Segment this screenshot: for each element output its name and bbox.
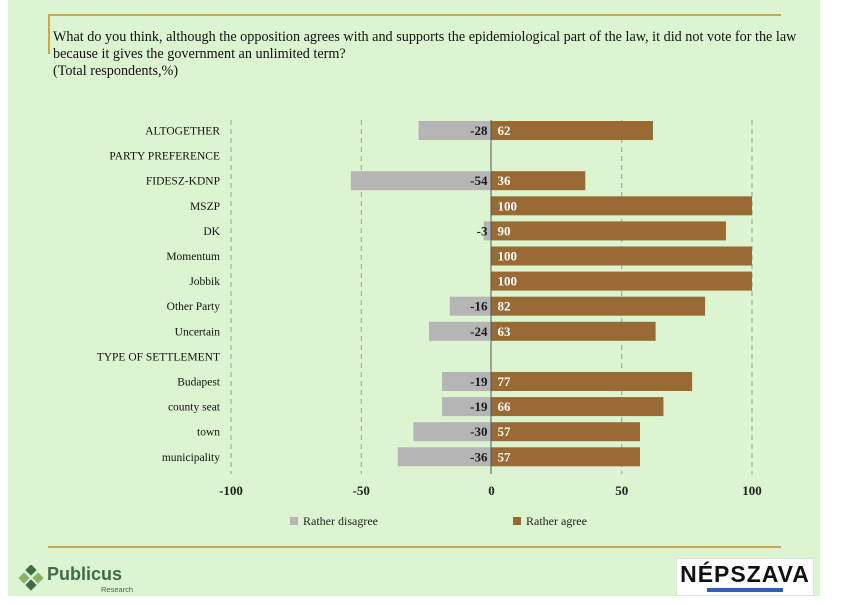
bar-disagree-county-seat bbox=[442, 397, 492, 417]
question-line-1: What do you think, although the oppositi… bbox=[53, 29, 797, 45]
bar-agree-dk bbox=[491, 221, 726, 241]
category-label-altogether: ALTOGETHER bbox=[145, 126, 220, 138]
value-label-disagree-fidesz-kdnp: -54 bbox=[470, 173, 488, 188]
nepszava-logo-name: NÉPSZAVA bbox=[680, 561, 810, 587]
value-label-agree-county-seat: 66 bbox=[498, 399, 512, 414]
value-label-agree-momentum: 100 bbox=[498, 249, 518, 264]
legend-label-rather-agree: Rather agree bbox=[526, 514, 587, 528]
bar-disagree-town bbox=[413, 422, 492, 442]
value-label-agree-fidesz-kdnp: 36 bbox=[498, 173, 512, 188]
bar-disagree-budapest bbox=[442, 372, 492, 391]
bar-agree-mszp bbox=[491, 196, 752, 216]
left-frame-line bbox=[48, 14, 50, 54]
bar-agree-fidesz-kdnp bbox=[491, 171, 586, 191]
x-tick-label: -100 bbox=[219, 483, 243, 498]
category-label-jobbik: Jobbik bbox=[189, 276, 220, 288]
value-label-agree-mszp: 100 bbox=[498, 198, 518, 213]
bar-disagree-municipality bbox=[397, 447, 492, 467]
category-label-dk: DK bbox=[203, 226, 220, 238]
value-label-disagree-dk: -3 bbox=[477, 223, 488, 238]
bar-disagree-dk bbox=[483, 221, 492, 241]
category-label-type-of-settlement: TYPE OF SETTLEMENT bbox=[97, 351, 220, 363]
category-label-budapest: Budapest bbox=[177, 377, 221, 389]
value-label-agree-jobbik: 100 bbox=[498, 274, 518, 289]
category-label-fidesz-kdnp: FIDESZ-KDNP bbox=[146, 176, 220, 188]
category-label-municipality: municipality bbox=[162, 452, 220, 464]
category-label-county-seat: county seat bbox=[168, 402, 221, 414]
x-tick-label: 100 bbox=[742, 483, 762, 498]
top-frame-line bbox=[48, 14, 781, 16]
value-label-disagree-other-party: -16 bbox=[470, 299, 488, 314]
bar-agree-momentum bbox=[491, 246, 752, 266]
bar-disagree-uncertain bbox=[428, 321, 492, 341]
value-label-disagree-budapest: -19 bbox=[470, 374, 488, 389]
bar-agree-altogether bbox=[491, 121, 654, 140]
bars-layer: -28 62 -54 36 100 -3 90 100 100 -16 82 -24 63 -19 77 -1… bbox=[350, 121, 752, 467]
value-label-agree-town: 57 bbox=[498, 424, 512, 439]
chart-question: What do you think, although the oppositi… bbox=[53, 29, 797, 80]
bar-disagree-altogether bbox=[418, 121, 492, 140]
legend-swatch-rather-disagree bbox=[290, 517, 298, 525]
bar-agree-budapest bbox=[491, 372, 693, 391]
category-label-party-preference: PARTY PREFERENCE bbox=[109, 151, 220, 163]
value-label-disagree-municipality: -36 bbox=[470, 449, 488, 464]
value-label-disagree-uncertain: -24 bbox=[470, 324, 488, 339]
value-label-agree-budapest: 77 bbox=[498, 374, 512, 389]
bar-agree-uncertain bbox=[491, 321, 656, 341]
publicus-logo-subtitle: Research bbox=[101, 585, 134, 594]
publicus-logo-name: Publicus bbox=[47, 564, 123, 584]
category-label-uncertain: Uncertain bbox=[175, 326, 221, 338]
bar-agree-municipality bbox=[491, 447, 640, 467]
x-tick-label: 0 bbox=[488, 483, 495, 498]
bar-disagree-other-party bbox=[449, 296, 492, 316]
value-label-agree-municipality: 57 bbox=[498, 449, 512, 464]
publicus-logo: Publicus Research bbox=[18, 562, 138, 598]
x-tick-label: 50 bbox=[615, 483, 628, 498]
nepszava-logo: NÉPSZAVA bbox=[676, 558, 814, 596]
value-label-disagree-county-seat: -19 bbox=[470, 399, 488, 414]
nepszava-logo-bar bbox=[707, 588, 783, 592]
bar-disagree-fidesz-kdnp bbox=[350, 171, 492, 191]
question-line-3: (Total respondents,%) bbox=[53, 63, 179, 79]
legend-swatch-rather-agree bbox=[513, 517, 521, 525]
value-label-disagree-town: -30 bbox=[470, 424, 487, 439]
category-label-momentum: Momentum bbox=[166, 251, 220, 263]
bar-agree-other-party bbox=[491, 296, 706, 316]
axis-layer: -100 -50 0 50 100 ALTOGETHER PARTY PREFERENCE F… bbox=[97, 120, 762, 498]
value-label-disagree-altogether: -28 bbox=[470, 123, 488, 138]
category-label-town: town bbox=[197, 427, 220, 439]
value-label-agree-other-party: 82 bbox=[498, 299, 511, 314]
bar-agree-county-seat bbox=[491, 397, 664, 417]
category-label-other-party: Other Party bbox=[167, 301, 221, 313]
publicus-logo-icon bbox=[18, 565, 44, 591]
category-label-mszp: MSZP bbox=[190, 201, 220, 213]
question-line-2: because it gives the government an unlim… bbox=[53, 46, 346, 62]
bar-agree-town bbox=[491, 422, 640, 442]
legend-label-rather-disagree: Rather disagree bbox=[303, 514, 378, 528]
value-label-agree-uncertain: 63 bbox=[498, 324, 512, 339]
bottom-frame-line bbox=[48, 546, 781, 548]
chart-legend: Rather disagree Rather agree bbox=[290, 514, 587, 528]
bar-agree-jobbik bbox=[491, 271, 752, 291]
value-label-agree-dk: 90 bbox=[498, 223, 511, 238]
x-tick-label: -50 bbox=[353, 483, 370, 498]
value-label-agree-altogether: 62 bbox=[498, 123, 511, 138]
